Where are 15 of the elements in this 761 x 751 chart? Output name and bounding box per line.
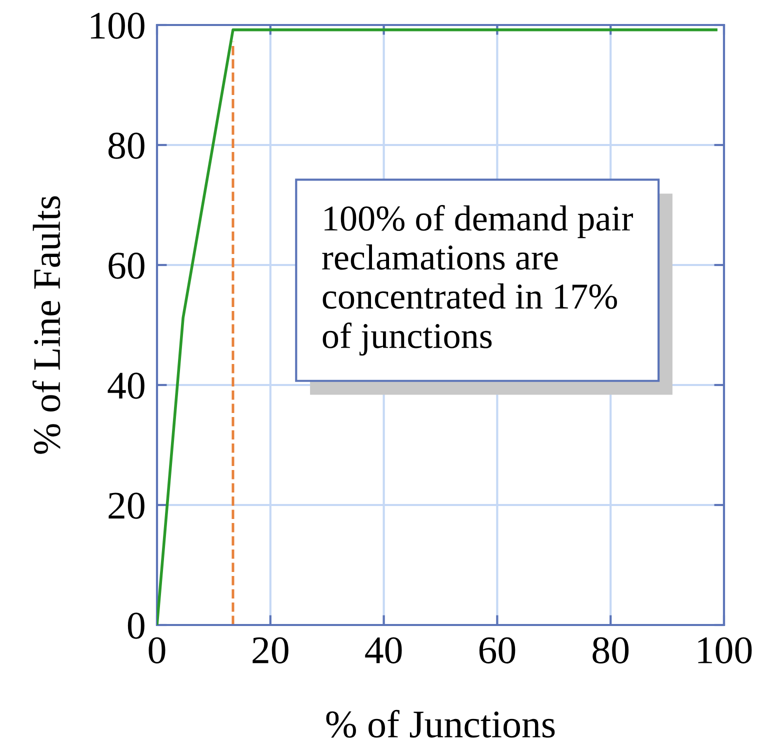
x-tick-label: 0 (148, 637, 166, 664)
y-axis-title: % of Line Faults (32, 196, 60, 454)
x-tick-label: 100 (698, 637, 752, 664)
x-tick-label: 60 (479, 637, 516, 664)
x-tick-label: 40 (365, 637, 402, 664)
x-tick-label: 80 (592, 637, 629, 664)
y-tick-label: 80 (108, 132, 144, 159)
y-tick-label: 0 (128, 612, 144, 639)
annotation: 100% of demand pair reclamations are concentrated in 17% of junctions (322, 205, 633, 356)
x-tick-label: 20 (252, 637, 288, 664)
y-tick-label: 100 (90, 12, 144, 39)
x-axis-title: % of Junctions (326, 710, 555, 738)
y-tick-label: 60 (108, 252, 144, 279)
y-tick-label: 40 (108, 372, 144, 399)
y-tick-label: 20 (108, 492, 144, 519)
